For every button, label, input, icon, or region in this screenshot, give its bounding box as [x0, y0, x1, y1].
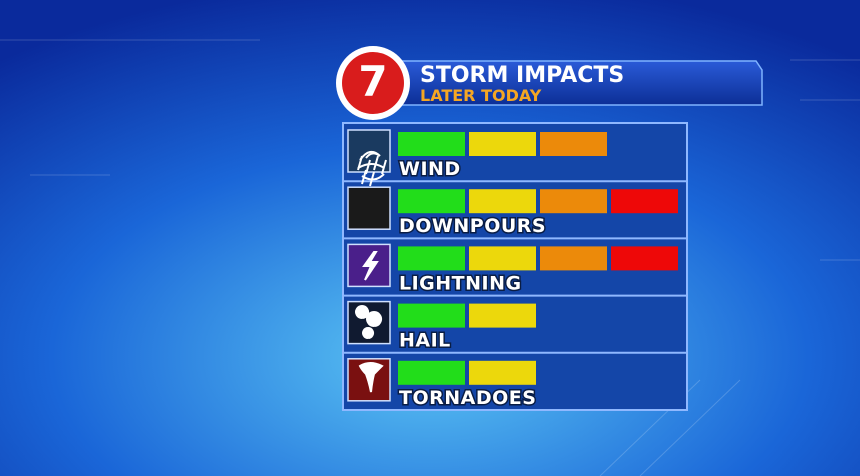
impact-bar	[398, 303, 465, 328]
impact-bar	[611, 189, 678, 214]
icon	[358, 362, 384, 393]
impact-bar	[469, 132, 536, 156]
impact-bar	[540, 132, 607, 156]
impact-bar	[469, 246, 536, 271]
row-label: DOWNPOURS	[399, 215, 546, 237]
impact-bar	[398, 246, 465, 271]
impact-bar	[398, 189, 465, 214]
logo: 7	[358, 57, 387, 106]
icon	[355, 305, 383, 339]
rows: WIND DOWNPOURS LIGHTNING HAIL TORNADOES	[343, 129, 687, 410]
row-label: HAIL	[399, 330, 451, 352]
impact-bar	[398, 132, 465, 156]
impact-bar	[540, 189, 607, 214]
impact-bar	[469, 189, 536, 214]
row-label: WIND	[399, 158, 461, 180]
icon-box	[347, 186, 391, 230]
row-label: TORNADOES	[399, 387, 536, 409]
icon	[357, 155, 387, 187]
impact-bar	[540, 246, 607, 271]
impact-bar	[469, 360, 536, 385]
subtitle: LATER TODAY	[420, 86, 542, 105]
row-label: LIGHTNING	[399, 272, 522, 294]
logo-disc	[342, 52, 404, 114]
impact-bar	[398, 360, 465, 385]
impact-bar	[611, 246, 678, 271]
impact-bar	[469, 303, 536, 328]
icon	[362, 251, 379, 281]
title: STORM IMPACTS	[420, 63, 624, 88]
